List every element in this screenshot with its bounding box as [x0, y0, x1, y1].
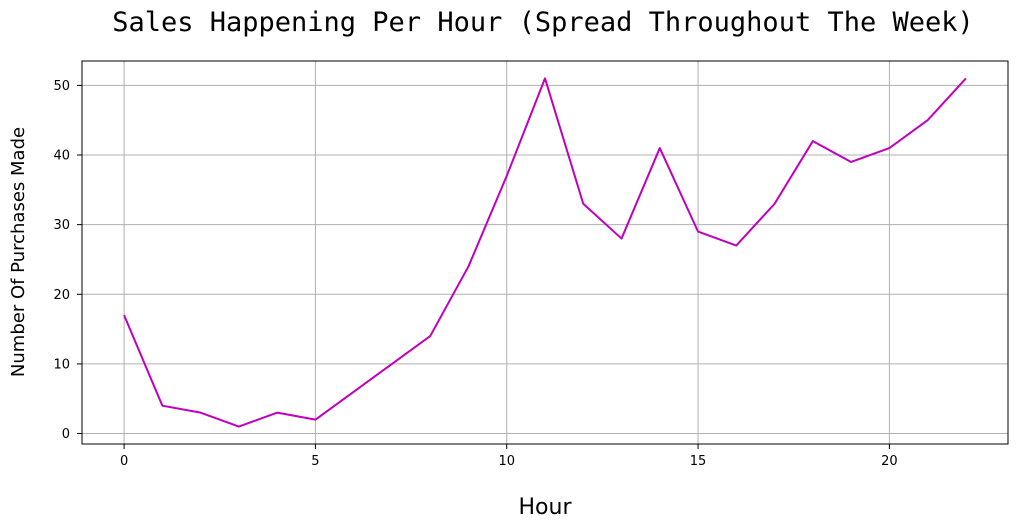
x-axis-label: Hour — [519, 495, 573, 520]
y-tick-label: 20 — [53, 288, 70, 303]
y-tick-label: 10 — [53, 357, 70, 372]
y-ticks: 0 10 20 30 40 50 — [53, 79, 82, 442]
x-tick-label: 10 — [498, 454, 515, 469]
y-tick-label: 0 — [62, 427, 70, 442]
y-tick-label: 50 — [53, 79, 70, 94]
y-axis-label: Number Of Purchases Made — [8, 127, 29, 377]
x-tick-label: 0 — [120, 454, 128, 469]
y-tick-label: 40 — [53, 149, 70, 164]
plot-frame — [81, 60, 1009, 445]
x-tick-label: 5 — [311, 454, 319, 469]
y-tick-label: 30 — [53, 218, 70, 233]
grid-lines — [82, 61, 1008, 444]
x-tick-label: 20 — [881, 454, 898, 469]
chart-title: Sales Happening Per Hour (Spread Through… — [112, 7, 974, 38]
series-line — [123, 77, 967, 428]
x-tick-label: 15 — [690, 454, 707, 469]
x-ticks: 0 5 10 15 20 — [120, 444, 898, 469]
series-layer — [123, 77, 967, 428]
